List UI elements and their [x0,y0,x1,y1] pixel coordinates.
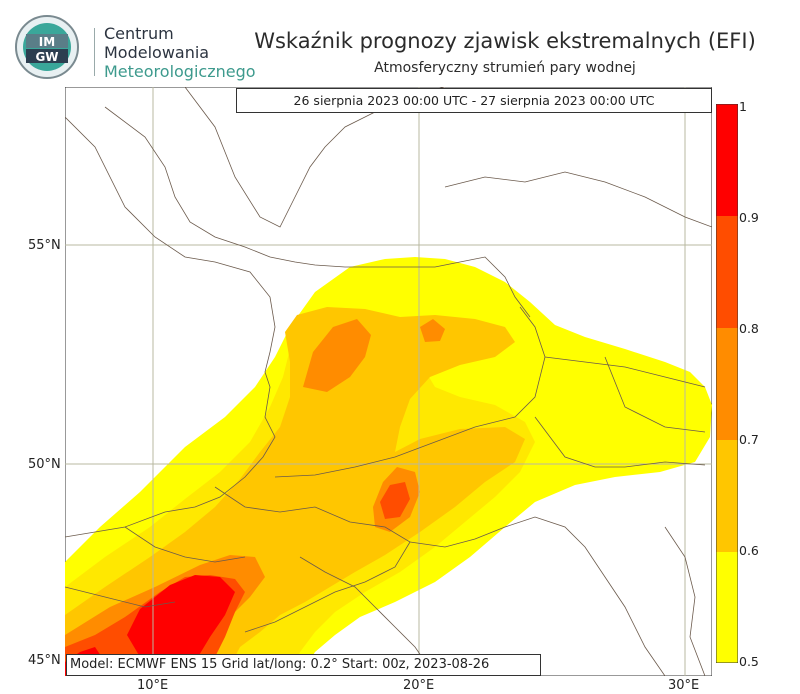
brand-block: Centrum Modelowania Meteorologicznego [104,24,256,81]
graticule [65,87,712,676]
efi-area-0.9-b [380,482,410,519]
logo-text-bottom: GW [35,50,58,64]
colorbar-band-1.0 [716,104,738,216]
model-info-box: Model: ECMWF ENS 15 Grid lat/long: 0.2° … [66,654,541,676]
lon-label-10: 10°E [137,678,169,693]
colorbar-band-0.9 [716,216,738,328]
brand-line-2: Modelowania [104,43,210,62]
colorbar-band-0.7 [716,440,738,552]
colorbar-tick-0.7: 0.7 [739,432,759,447]
logo-divider [94,28,95,76]
colorbar-tick-0.9: 0.9 [739,210,759,225]
page-subtitle: Atmosferyczny strumień pary wodnej [374,60,636,76]
colorbar-tick-0.5: 0.5 [739,654,759,669]
efi-area-0.8-d [420,319,445,342]
coastlines [65,87,712,676]
lon-label-20: 20°E [403,678,435,693]
colorbar-tick-0.8: 0.8 [739,321,759,336]
brand-line-3: Meteorologicznego [104,62,256,81]
lat-label-55: 55°N [28,238,61,253]
colorbar [716,104,738,663]
lon-label-30: 30°E [668,678,700,693]
colorbar-band-0.6 [716,552,738,663]
lat-label-50: 50°N [28,457,61,472]
brand-line-1: Centrum [104,24,174,43]
efi-area-1.0 [127,575,235,676]
logo-text-top: IM [39,35,55,49]
colorbar-band-0.8 [716,328,738,440]
efi-area-0.8-b [303,319,371,392]
date-range-box: 26 sierpnia 2023 00:00 UTC - 27 sierpnia… [236,88,712,113]
imgw-logo: IM GW [15,15,79,79]
page-title: Wskaźnik prognozy zjawisk ekstremalnych … [254,29,756,53]
colorbar-tick-0.6: 0.6 [739,543,759,558]
lat-label-45: 45°N [28,653,61,668]
efi-map [65,87,712,676]
colorbar-tick-1: 1 [739,99,747,114]
